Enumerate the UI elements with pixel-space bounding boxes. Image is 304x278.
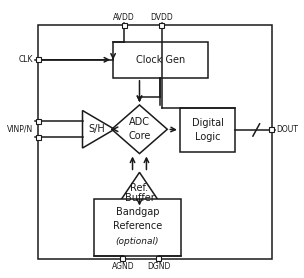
Bar [38, 25, 271, 259]
Polygon shape [115, 172, 164, 208]
Bar [180, 108, 235, 152]
Text: Buffer: Buffer [125, 193, 154, 203]
Text: S/H: S/H [89, 124, 105, 134]
Bar [120, 256, 125, 261]
Text: VINP/N: VINP/N [7, 125, 33, 134]
Bar [113, 42, 208, 78]
Text: Clock Gen: Clock Gen [136, 55, 185, 65]
Bar [36, 119, 40, 124]
Bar [36, 135, 40, 140]
Text: ADC: ADC [129, 117, 150, 127]
Text: AVDD: AVDD [113, 13, 135, 22]
Text: DVDD: DVDD [150, 13, 173, 22]
Text: Core: Core [128, 131, 151, 141]
Bar [94, 199, 181, 256]
Text: Logic: Logic [195, 132, 220, 142]
Text: AGND: AGND [112, 262, 134, 271]
Text: Digital: Digital [192, 118, 223, 128]
Text: Reference: Reference [113, 221, 162, 231]
Polygon shape [82, 111, 115, 148]
Text: Bandgap: Bandgap [116, 207, 159, 217]
Bar [159, 23, 164, 28]
Text: (optional): (optional) [116, 237, 159, 246]
Bar [36, 57, 40, 62]
Text: DGND: DGND [147, 262, 171, 271]
Text: Ref.: Ref. [130, 183, 149, 193]
Bar [269, 128, 274, 133]
Text: CLK: CLK [19, 55, 33, 64]
Bar [157, 256, 161, 261]
Bar [122, 23, 127, 28]
Polygon shape [112, 105, 167, 154]
Text: DOUT: DOUT [276, 125, 298, 135]
